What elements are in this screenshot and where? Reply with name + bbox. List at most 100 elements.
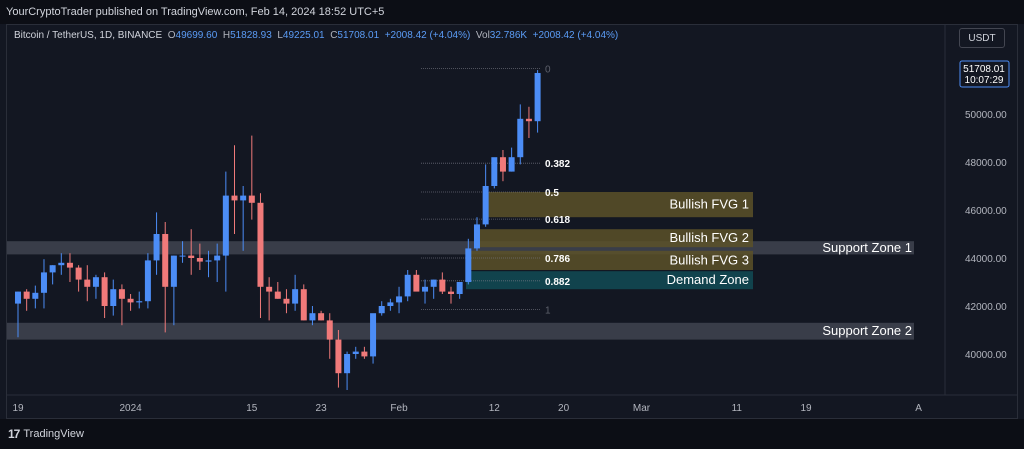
time-tick-label: Feb xyxy=(390,403,408,414)
candle-body xyxy=(309,313,316,321)
candle-body xyxy=(361,351,368,357)
countdown-value: 10:07:29 xyxy=(965,75,1004,86)
time-tick-label: 19 xyxy=(800,403,812,414)
candle-body xyxy=(32,292,39,299)
zone-label: Bullish FVG 2 xyxy=(670,230,749,245)
candle-body xyxy=(15,291,21,304)
candle-body xyxy=(118,289,125,299)
candle-body xyxy=(101,277,108,306)
time-tick-label: 23 xyxy=(316,403,328,414)
fib-level-label: 0.882 xyxy=(545,277,570,288)
candle-body xyxy=(430,279,437,287)
symbol-title[interactable]: Bitcoin / TetherUS, 1D, BINANCE xyxy=(14,30,163,41)
price-tick-label: 46000.00 xyxy=(965,206,1007,217)
price-tick-label: 50000.00 xyxy=(965,110,1007,121)
time-tick-label: 15 xyxy=(246,403,258,414)
candle-body xyxy=(352,351,359,354)
candle-body xyxy=(205,260,212,262)
tradingview-logo[interactable]: 17 TradingView xyxy=(8,427,84,441)
chart-pane[interactable] xyxy=(6,24,1018,419)
candle-body xyxy=(534,73,541,122)
candle-body xyxy=(92,277,99,287)
candle-body xyxy=(378,306,385,314)
candle-body xyxy=(396,296,403,303)
candle-body xyxy=(473,224,480,249)
candle-body xyxy=(23,291,30,299)
candle-body xyxy=(136,301,143,303)
candle-body xyxy=(413,274,420,292)
zone-rect xyxy=(468,250,753,270)
zone-rect xyxy=(486,192,753,218)
footer-bar xyxy=(0,419,1024,449)
candle-body xyxy=(40,272,47,293)
candle-body xyxy=(214,255,221,261)
zone-label: Bullish FVG 1 xyxy=(670,197,749,212)
time-tick-label: 2024 xyxy=(119,403,142,414)
time-tick-label: 19 xyxy=(12,403,24,414)
candle-body xyxy=(162,234,169,287)
fib-level-label: 0.382 xyxy=(545,159,570,170)
candle-body xyxy=(75,267,82,280)
candle-body xyxy=(179,255,186,257)
candle-body xyxy=(335,339,342,374)
candle-body xyxy=(482,186,489,225)
price-tick-label: 44000.00 xyxy=(965,254,1007,265)
candle-body xyxy=(127,298,134,303)
symbol-legend: Bitcoin / TetherUS, 1D, BINANCE O49699.6… xyxy=(14,30,618,41)
candle-body xyxy=(188,255,195,258)
candle-body xyxy=(49,265,56,273)
candle-body xyxy=(448,291,454,294)
candle-body xyxy=(153,234,160,261)
candle-body xyxy=(110,289,117,306)
price-tick-label: 40000.00 xyxy=(965,350,1007,361)
candle-body xyxy=(439,279,446,292)
candle-body xyxy=(257,202,264,287)
candle-body xyxy=(222,195,229,256)
price-tick-label: 42000.00 xyxy=(965,302,1007,313)
candle-body xyxy=(300,289,307,321)
candle-body xyxy=(525,118,532,122)
change-value: +2008.42 (+4.04%) xyxy=(384,30,471,41)
close-value: 51708.01 xyxy=(337,30,380,41)
high-value: 51828.93 xyxy=(230,30,272,41)
volume-value: 32.786K xyxy=(489,30,528,41)
candle-body xyxy=(274,291,281,299)
candle-body xyxy=(66,262,73,268)
volume-change-value: +2008.42 (+4.04%) xyxy=(532,30,619,41)
candle-body xyxy=(456,282,463,294)
candle-body xyxy=(326,320,333,340)
last-price-label xyxy=(959,60,1010,88)
price-tick-label: 48000.00 xyxy=(965,158,1007,169)
time-tick-label: 12 xyxy=(489,403,501,414)
candle-body xyxy=(508,157,515,172)
currency-button[interactable]: USDT xyxy=(959,28,1005,48)
fib-level-label: 0 xyxy=(545,64,551,75)
fib-level-label: 1 xyxy=(545,306,551,317)
candle-body xyxy=(499,157,506,172)
candle-body xyxy=(422,286,429,292)
zone-rect xyxy=(7,322,914,340)
zone-rect xyxy=(466,271,753,290)
zone-rect xyxy=(7,241,914,255)
zone-label: Support Zone 2 xyxy=(822,323,912,338)
candle-body xyxy=(404,274,411,297)
candle-body xyxy=(266,286,273,292)
candle-body xyxy=(144,260,151,302)
time-tick-label: Mar xyxy=(633,403,651,414)
candle-body xyxy=(283,298,290,304)
published-text: YourCryptoTrader published on TradingVie… xyxy=(6,6,385,18)
zone-label: Demand Zone xyxy=(667,272,749,287)
volume-label: Vol xyxy=(475,30,490,41)
fib-level-label: 0.786 xyxy=(545,254,570,265)
fib-level-label: 0.5 xyxy=(545,188,559,199)
time-tick-label: A xyxy=(915,403,922,414)
candle-body xyxy=(170,255,177,287)
time-tick-label: 20 xyxy=(558,403,570,414)
low-label: L xyxy=(277,30,283,41)
tradingview-brand-text: TradingView xyxy=(23,428,84,440)
time-tick-label: 11 xyxy=(732,403,743,414)
candle-body xyxy=(318,313,325,321)
zone-label: Support Zone 1 xyxy=(822,240,912,255)
zone-label: Bullish FVG 3 xyxy=(670,252,749,267)
